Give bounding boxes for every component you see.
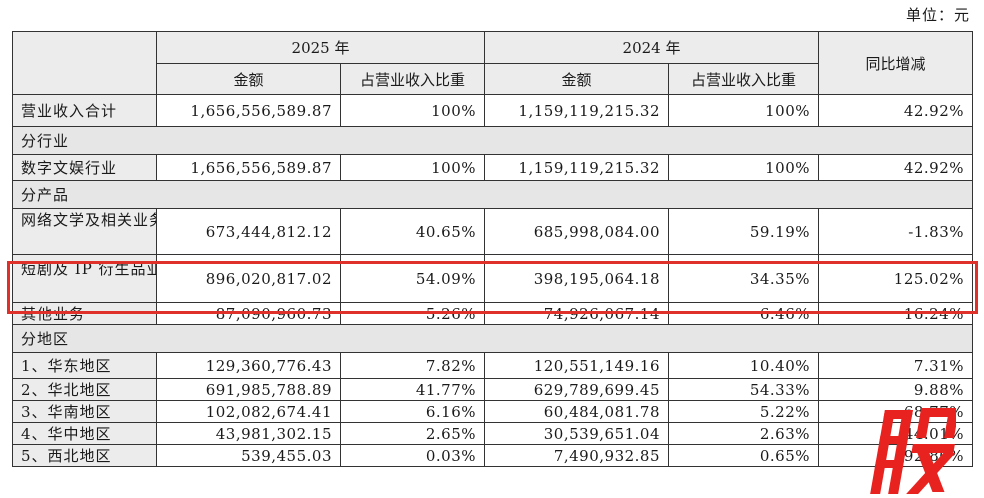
amount-2025: 691,985,788.89	[156, 378, 341, 401]
revenue-breakdown-table: 2025 年 2024 年 同比增减 金额 占营业收入比重 金额 占营业收入比重…	[11, 31, 974, 467]
yoy-change: -1.83%	[818, 208, 974, 255]
amount-2024: 120,551,149.16	[484, 352, 670, 379]
ratio-2025: 100%	[339, 154, 486, 181]
unit-label: 单位：元	[905, 6, 970, 24]
ratio-2025: 54.09%	[339, 254, 486, 303]
amount-2024: 685,998,084.00	[484, 208, 670, 255]
row-label: 1、华东地区	[12, 352, 157, 379]
table-row-region: 1、华东地区 129,360,776.43 7.82% 120,551,149.…	[12, 352, 974, 379]
table-row-industry: 数字文娱行业 1,656,556,589.87 100% 1,159,119,2…	[12, 154, 974, 181]
amount-2024: 1,159,119,215.32	[484, 154, 670, 181]
section-row-industry: 分行业	[11, 126, 974, 155]
ratio-2024: 5.22%	[668, 400, 820, 423]
header-year-2025: 2025 年	[155, 31, 486, 64]
row-label: 3、华南地区	[12, 400, 157, 423]
yoy-change: 42.92%	[818, 154, 974, 181]
table-row-product: 网络文学及相关业务 673,444,812.12 40.65% 685,998,…	[12, 208, 974, 255]
yoy-change: 125.02%	[818, 254, 974, 303]
table-row-region: 4、华中地区 43,981,302.15 2.65% 30,539,651.04…	[12, 422, 974, 445]
table-row-total: 营业收入合计 1,656,556,589.87 100% 1,159,119,2…	[12, 94, 974, 127]
header-yoy: 同比增减	[818, 31, 974, 95]
ratio-2025: 41.77%	[339, 378, 486, 401]
row-label: 数字文娱行业	[12, 154, 157, 181]
row-label: 2、华北地区	[12, 378, 157, 401]
amount-2025: 43,981,302.15	[156, 422, 341, 445]
row-label: 营业收入合计	[12, 94, 157, 127]
amount-2025: 1,656,556,589.87	[156, 154, 341, 181]
yoy-change: 9.88%	[818, 378, 974, 401]
section-label: 分行业	[11, 126, 974, 155]
section-label: 分产品	[11, 180, 974, 209]
yoy-change: 44.01%	[818, 422, 974, 445]
ratio-2024: 54.33%	[668, 378, 820, 401]
yoy-change: 68.77%	[818, 400, 974, 423]
ratio-2025: 2.65%	[339, 422, 486, 445]
table-row-product: 其他业务 87,090,960.73 5.26% 74,926,067.14 6…	[12, 302, 974, 325]
header-ratio-2024: 占营业收入比重	[668, 63, 820, 95]
amount-2024: 30,539,651.04	[484, 422, 670, 445]
table-row-region: 2、华北地区 691,985,788.89 41.77% 629,789,699…	[12, 378, 974, 401]
yoy-change: 16.24%	[818, 302, 974, 325]
amount-2024: 1,159,119,215.32	[484, 94, 670, 127]
table-row-product-highlighted: 短剧及 IP 衍生品业务 896,020,817.02 54.09% 398,1…	[12, 254, 974, 303]
ratio-2025: 5.26%	[339, 302, 486, 325]
amount-2025: 673,444,812.12	[156, 208, 341, 255]
section-label: 分地区	[11, 324, 974, 353]
amount-2024: 7,490,932.85	[484, 444, 670, 467]
amount-2024: 60,484,081.78	[484, 400, 670, 423]
row-label: 5、西北地区	[12, 444, 157, 467]
ratio-2024: 0.65%	[668, 444, 820, 467]
ratio-2025: 100%	[339, 94, 486, 127]
table-row-region: 3、华南地区 102,082,674.41 6.16% 60,484,081.7…	[12, 400, 974, 423]
ratio-2025: 0.03%	[339, 444, 486, 467]
yoy-change: 42.92%	[818, 94, 974, 127]
ratio-2024: 6.46%	[668, 302, 820, 325]
amount-2025: 1,656,556,589.87	[156, 94, 341, 127]
row-label: 4、华中地区	[12, 422, 157, 445]
row-label: 网络文学及相关业务	[12, 208, 157, 255]
header-blank-cell	[12, 31, 157, 95]
ratio-2024: 10.40%	[668, 352, 820, 379]
ratio-2025: 6.16%	[339, 400, 486, 423]
ratio-2024: 34.35%	[668, 254, 820, 303]
ratio-2025: 40.65%	[339, 208, 486, 255]
section-row-region: 分地区	[11, 324, 974, 353]
section-row-product: 分产品	[11, 180, 974, 209]
ratio-2024: 100%	[668, 94, 820, 127]
ratio-2024: 100%	[668, 154, 820, 181]
amount-2025: 896,020,817.02	[156, 254, 341, 303]
ratio-2024: 59.19%	[668, 208, 820, 255]
yoy-change: 7.31%	[818, 352, 974, 379]
amount-2024: 74,926,067.14	[484, 302, 670, 325]
amount-2025: 87,090,960.73	[156, 302, 341, 325]
row-label: 其他业务	[12, 302, 157, 325]
amount-2025: 539,455.03	[156, 444, 341, 467]
amount-2025: 129,360,776.43	[156, 352, 341, 379]
ratio-2024: 2.63%	[668, 422, 820, 445]
table-row-region: 5、西北地区 539,455.03 0.03% 7,490,932.85 0.6…	[12, 444, 974, 467]
header-year-2024: 2024 年	[484, 31, 820, 64]
amount-2024: 398,195,064.18	[484, 254, 670, 303]
header-amount-2025: 金额	[156, 63, 341, 95]
amount-2025: 102,082,674.41	[156, 400, 341, 423]
header-amount-2024: 金额	[484, 63, 670, 95]
row-label: 短剧及 IP 衍生品业务	[12, 254, 157, 303]
amount-2024: 629,789,699.45	[484, 378, 670, 401]
yoy-change: -92.80%	[818, 444, 974, 467]
ratio-2025: 7.82%	[339, 352, 486, 379]
header-ratio-2025: 占营业收入比重	[339, 63, 486, 95]
